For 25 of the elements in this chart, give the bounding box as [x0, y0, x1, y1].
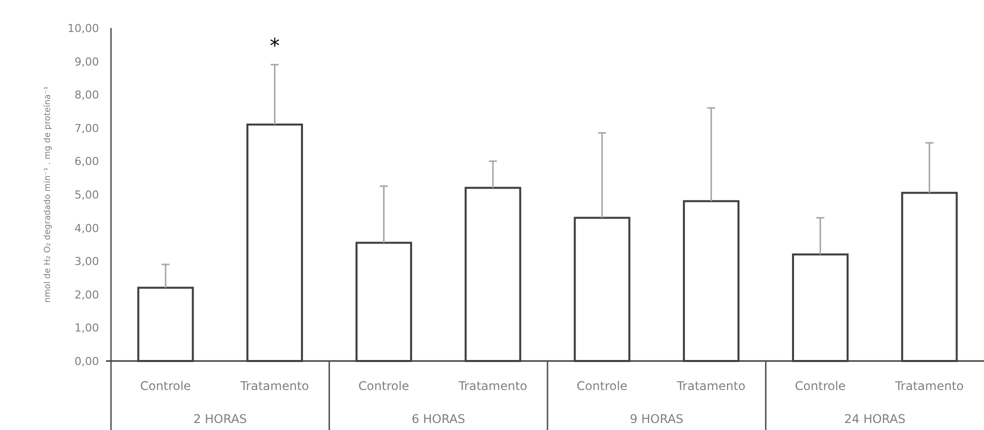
text: 2 HORAS — [193, 412, 247, 426]
x-tick-label: Controle — [794, 379, 846, 393]
x-tick-label: Controle — [140, 379, 191, 393]
y-tick-label: 9,00 — [74, 55, 99, 68]
x-tick-label: Controle — [358, 379, 410, 393]
y-tick-label: 8,00 — [74, 88, 99, 102]
y-tick-label: 10,00 — [68, 22, 99, 35]
text: 24 HORAS — [844, 412, 906, 426]
y-tick-label: 1,00 — [74, 322, 99, 335]
x-tick-label: Tratamento — [894, 379, 964, 393]
y-tick-label: 3,00 — [74, 255, 99, 268]
x-tick-label: Tratamento — [676, 379, 746, 393]
y-tick-label: 2,00 — [74, 288, 99, 302]
y-tick-label: 5,00 — [74, 188, 99, 202]
y-tick-label: 7,00 — [74, 122, 99, 135]
y-tick-label: 4,00 — [74, 222, 99, 235]
text: 6 HORAS — [412, 412, 466, 426]
x-tick-label: Tratamento — [239, 379, 310, 393]
y-tick-label: 0,00 — [74, 355, 99, 368]
annotation: * — [270, 34, 280, 58]
x-tick-label: Controle — [576, 379, 628, 393]
y-tick-label: 6,00 — [74, 155, 99, 168]
y-axis-title: nmol de H₂ O₂ degradado min⁻¹ . mg de proteína⁻¹ — [43, 86, 53, 303]
x-tick-label: Tratamento — [458, 379, 528, 393]
text: 9 HORAS — [630, 412, 684, 426]
